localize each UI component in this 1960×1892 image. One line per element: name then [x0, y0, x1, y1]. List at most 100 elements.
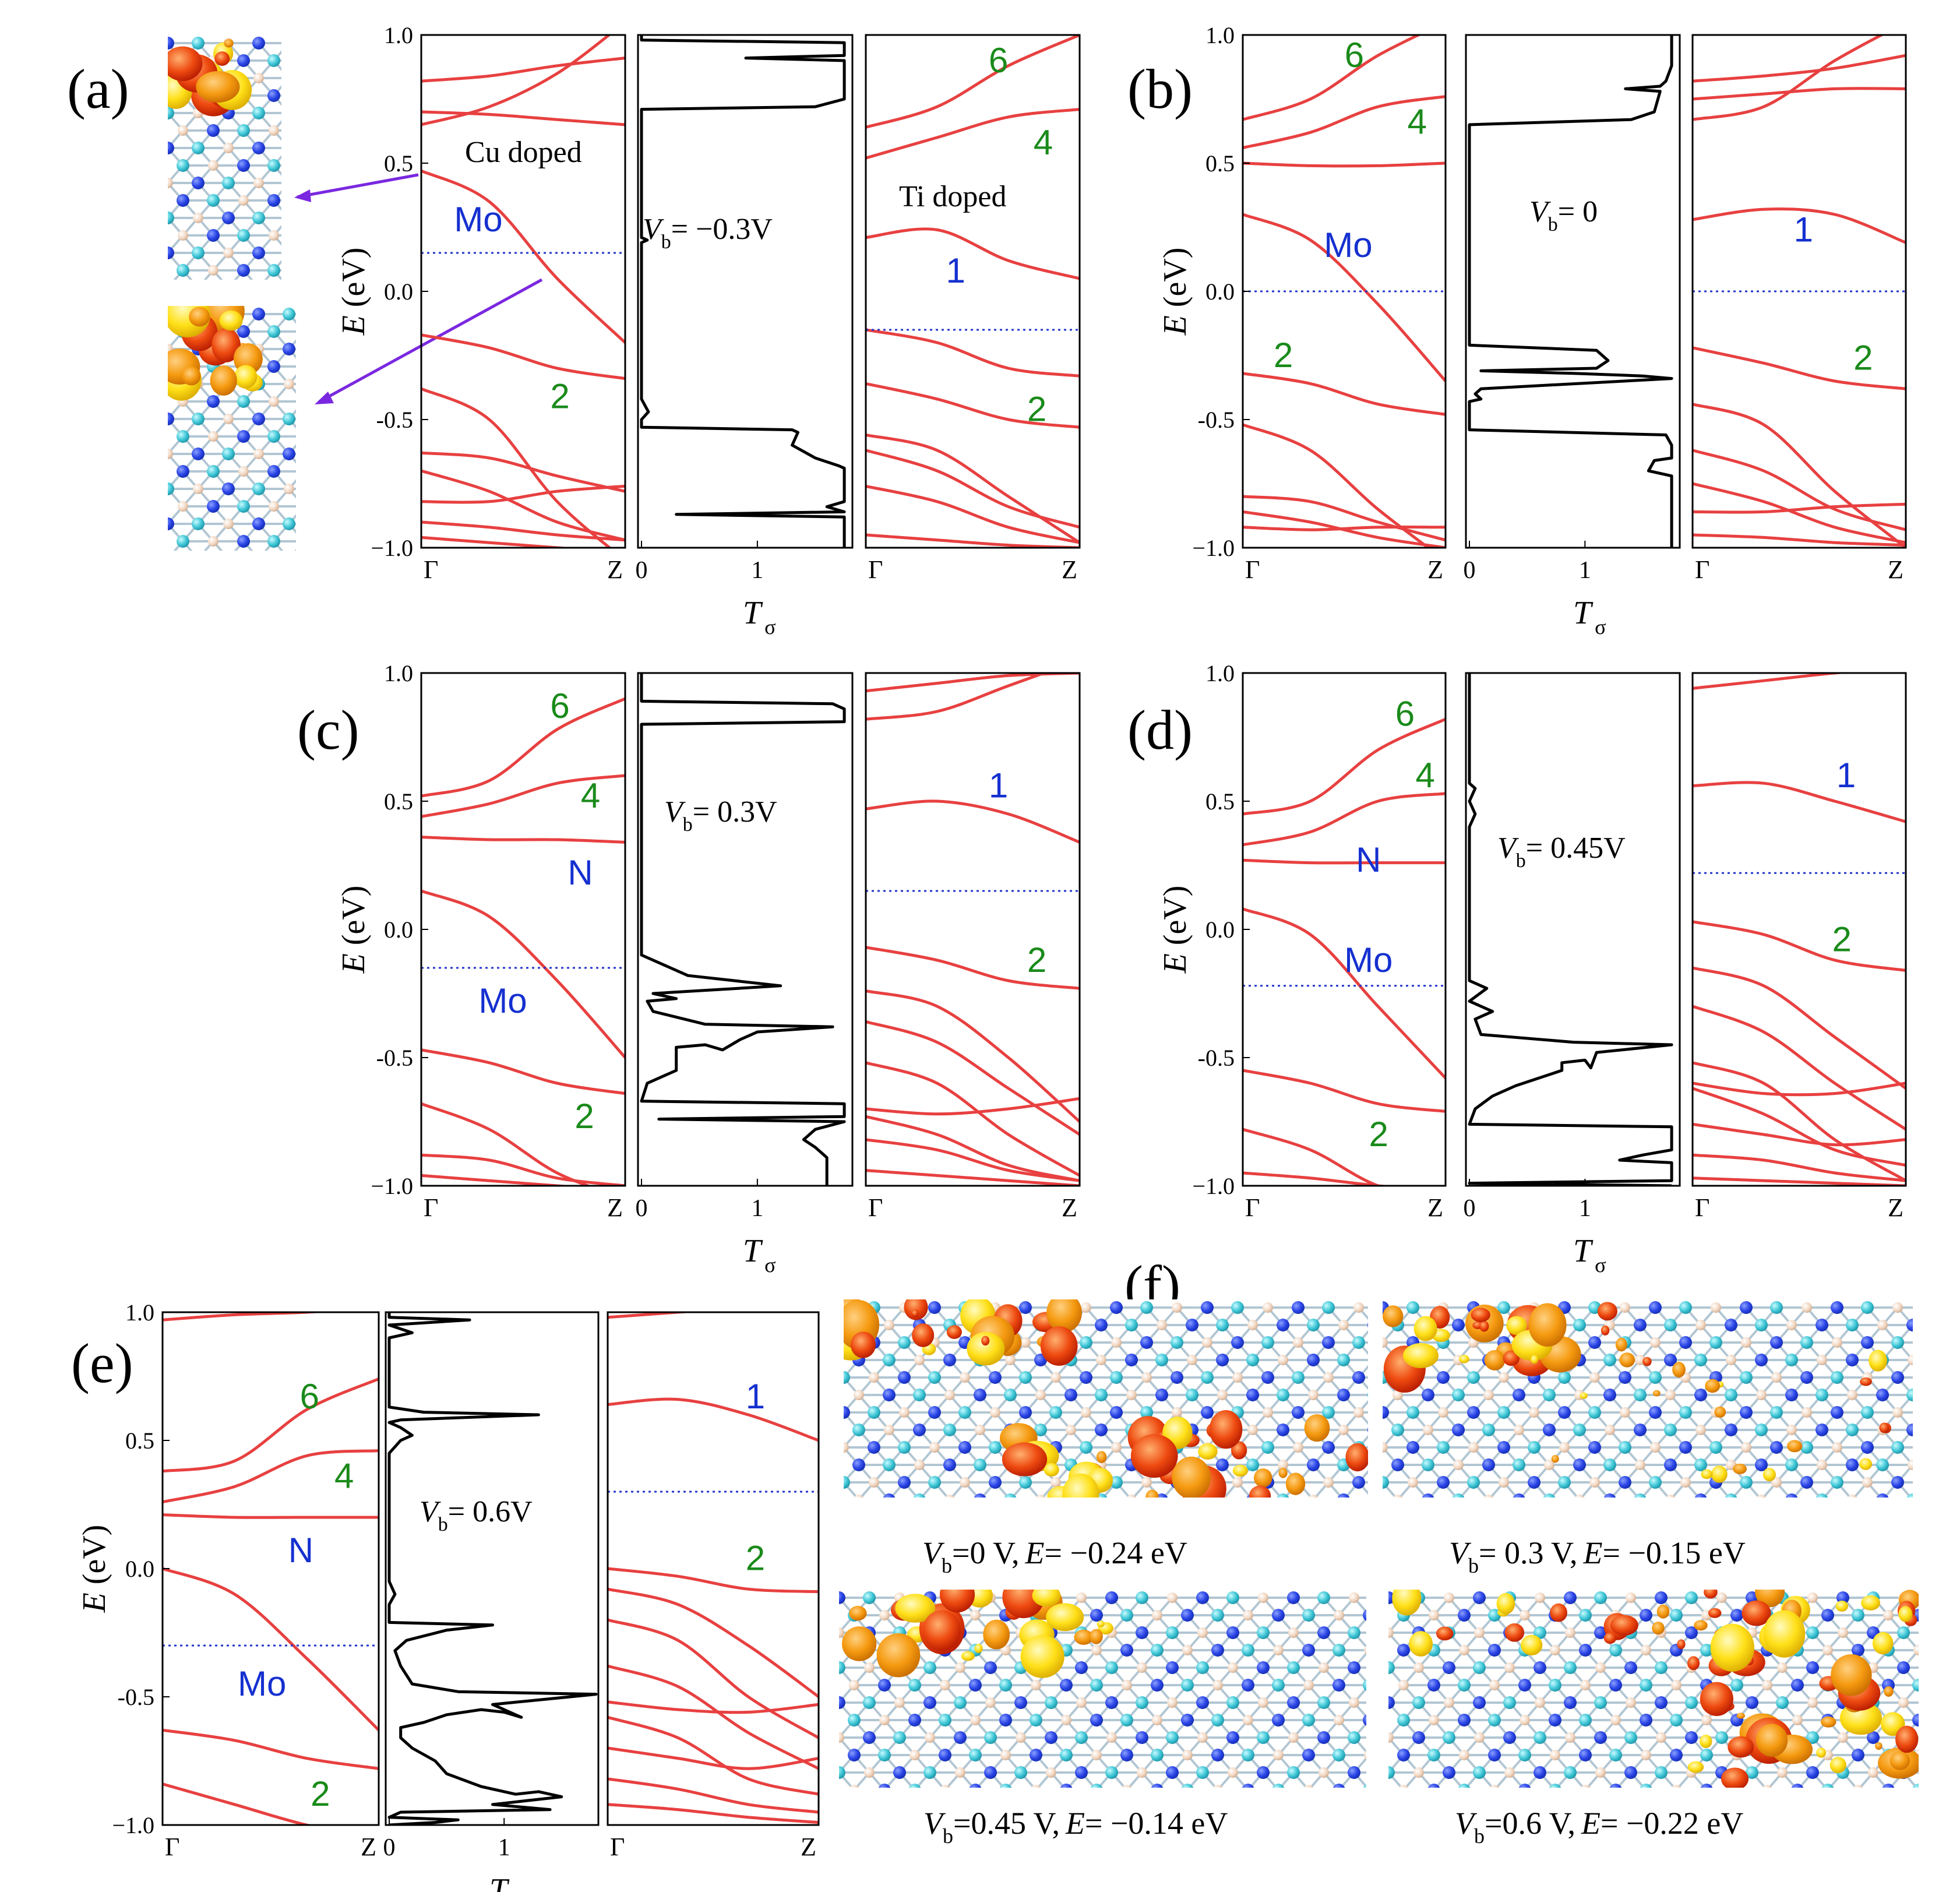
pointer-arrowhead-upper — [294, 189, 311, 202]
band-line-right-4 — [608, 1618, 819, 1739]
band-structure-b-left — [1243, 35, 1446, 548]
band-line-left-4 — [421, 1048, 625, 1095]
band-label-right-1: 2 — [1027, 940, 1046, 980]
band-line-right-6 — [866, 1061, 1080, 1177]
transmission-e — [387, 1312, 598, 1825]
band-line-right-1 — [866, 108, 1080, 160]
y-tick-4: −1.0 — [1192, 1173, 1235, 1199]
band-label-right-1: 2 — [1853, 338, 1873, 377]
k-tick-gamma-left: Γ — [1245, 1193, 1260, 1222]
k-tick-z-left: Z — [607, 555, 623, 584]
band-line-right-6 — [1693, 1081, 1906, 1097]
pointer-arrow-upper — [297, 173, 419, 199]
t-tick-1: 1 — [1579, 1195, 1591, 1222]
band-structure-b-right — [1693, 35, 1906, 548]
band-line-left-6 — [421, 1153, 625, 1186]
t-tick-0: 0 — [636, 1195, 648, 1222]
k-tick-gamma-left: Γ — [424, 555, 438, 584]
k-tick-gamma-right: Γ — [868, 1193, 883, 1222]
band-line-left-1 — [421, 35, 612, 126]
band-label-left-4: 2 — [1369, 1115, 1388, 1154]
axes-frame-transmission — [1465, 34, 1681, 549]
band-line-left-4 — [1243, 372, 1446, 416]
panel-e-plot: 6 4N Mo 2 Γ Z 1 2 Γ Z 1.0 0.5 0.0 -0.5 −1.0 E (eV) 0 1 Tσ — [76, 1299, 820, 1892]
band-line-right-9 — [866, 1138, 1080, 1182]
band-label-left-3: Mo — [238, 1664, 286, 1703]
band-line-right-10 — [1693, 1176, 1906, 1186]
band-line-left-6 — [1243, 495, 1446, 542]
band-line-left-0 — [163, 1312, 330, 1322]
band-line-right-1 — [608, 1397, 819, 1442]
t-tick-0: 0 — [636, 557, 648, 584]
band-structure-d-right — [1693, 673, 1906, 1186]
band-line-right-0 — [866, 673, 1080, 693]
band-label-right-2: 1 — [946, 251, 965, 290]
band-line-left-4 — [1243, 1069, 1446, 1113]
band-label-left-0: 6 — [1345, 36, 1364, 75]
axes-frame-transmission — [637, 672, 854, 1187]
ldos-image-3 — [839, 1590, 1366, 1788]
k-tick-gamma-right: Γ — [610, 1833, 625, 1861]
band-line-left-2 — [421, 110, 625, 126]
band-line-right-3 — [1693, 966, 1906, 1090]
panel-label-a: (a) — [67, 58, 129, 120]
band-line-left-3 — [1243, 907, 1446, 1079]
k-tick-gamma-left: Γ — [165, 1833, 179, 1861]
band-line-left-6 — [1243, 1171, 1395, 1186]
k-tick-z-right: Z — [1888, 555, 1903, 584]
band-structure-c-right — [866, 673, 1080, 1186]
band-label-right-1: 2 — [746, 1538, 765, 1577]
band-label-left-3: 2 — [1274, 336, 1293, 375]
k-tick-gamma-left: Γ — [1245, 555, 1260, 584]
band-line-right-8 — [608, 1746, 819, 1770]
band-label-left-3: Mo — [1344, 940, 1393, 980]
y-tick-1: 0.5 — [1205, 788, 1235, 815]
ldos-image-1 — [844, 1299, 1368, 1498]
band-line-right-3 — [1693, 207, 1906, 244]
band-line-right-8 — [866, 1115, 1080, 1182]
ldos-caption-3: Vb=0.45 V, E= −0.14 eV — [923, 1806, 1228, 1848]
thumbnail-mo-upper — [168, 35, 281, 280]
band-label-left-4: 2 — [311, 1774, 330, 1813]
band-line-left-5 — [421, 387, 612, 548]
band-line-right-8 — [866, 533, 1080, 548]
y-axis-label: E (eV) — [76, 1525, 112, 1613]
band-line-right-5 — [866, 1020, 1080, 1136]
band-label-left-2: N — [1356, 840, 1381, 879]
k-tick-z-left: Z — [1427, 555, 1443, 584]
transmission-a — [640, 35, 846, 548]
axes-frame-left — [420, 672, 626, 1187]
transmission-curve — [640, 673, 846, 1186]
band-line-left-1 — [421, 774, 625, 818]
y-tick-4: −1.0 — [371, 535, 413, 561]
bias-label-d: Vb= 0.45V — [1497, 832, 1626, 872]
annotation-cu-doped: Cu doped — [465, 136, 582, 169]
band-line-right-0 — [1693, 54, 1906, 83]
band-label-left-1: 4 — [1416, 756, 1435, 795]
band-label-right-1: 2 — [1832, 920, 1852, 959]
band-label-right-0: 1 — [746, 1377, 765, 1416]
y-tick-0: 1.0 — [384, 22, 413, 48]
band-label-left-1: 4 — [334, 1457, 354, 1496]
band-line-right-10 — [608, 1803, 819, 1824]
band-line-left-6 — [421, 451, 625, 493]
band-label-left-2: Mo — [1324, 226, 1372, 265]
band-line-left-4 — [421, 333, 625, 380]
band-line-right-7 — [1693, 482, 1906, 544]
band-line-right-2 — [1693, 87, 1906, 101]
band-line-right-0 — [866, 35, 1080, 129]
axes-frame-right — [865, 34, 1081, 549]
band-line-left-5 — [1243, 1128, 1383, 1186]
y-axis-label: E (eV) — [336, 886, 372, 974]
band-line-left-6 — [163, 1782, 313, 1825]
band-label-left-2: N — [567, 853, 593, 892]
axes-frame-right — [607, 1311, 820, 1826]
band-line-right-6 — [866, 449, 1080, 529]
axes-frame-right — [865, 672, 1081, 1187]
band-label-left-0: 6 — [300, 1377, 319, 1416]
y-tick-3: -0.5 — [376, 1045, 413, 1071]
band-line-left-0 — [1243, 35, 1422, 121]
band-line-right-1 — [1693, 35, 1885, 121]
